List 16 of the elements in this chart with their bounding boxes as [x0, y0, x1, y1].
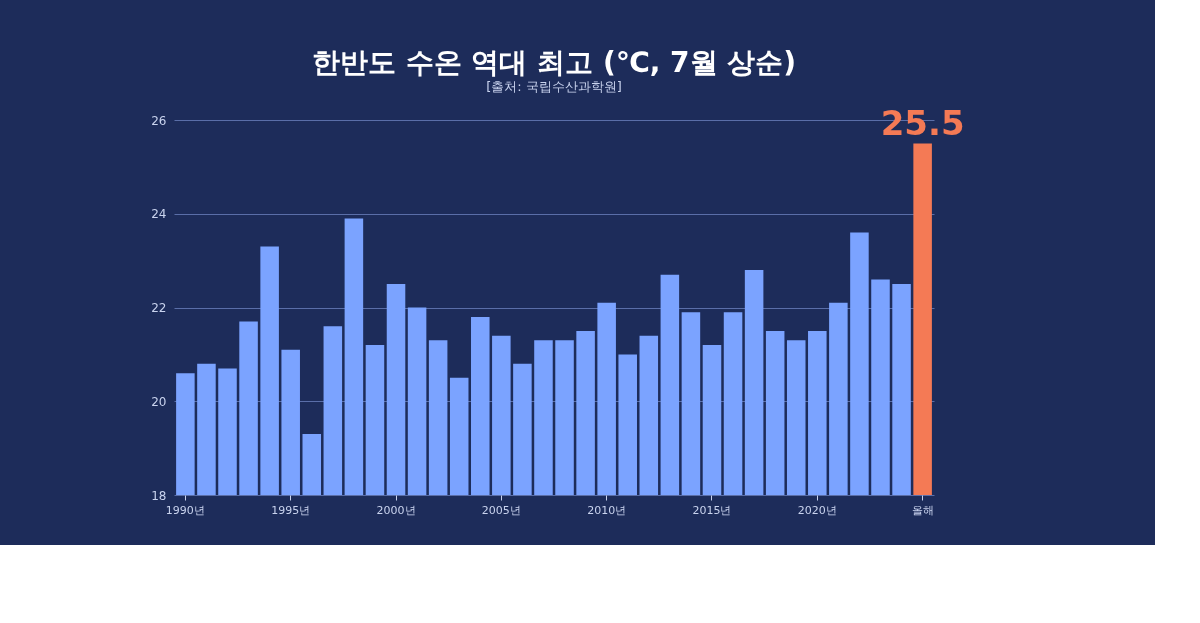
y-tick-label: 26: [151, 113, 167, 128]
x-tick-label: 2015년: [692, 503, 732, 517]
x-tick-label: 2010년: [587, 503, 627, 517]
x-tick-label: 1990년: [165, 503, 205, 517]
y-tick-label: 24: [151, 207, 167, 222]
x-tick-label: 올해: [911, 503, 934, 517]
y-tick-label: 18: [151, 488, 167, 503]
data-label: 25.5: [880, 103, 965, 144]
y-tick-label: 20: [151, 394, 167, 409]
x-tick-label: 1995년: [271, 503, 311, 517]
chart-subtitle: [출처: 국립수산과학원]: [486, 79, 622, 95]
x-tick-label: 2020년: [797, 503, 837, 517]
chart-title: 한반도 수온 역대 최고 (℃, 7월 상순): [311, 46, 797, 80]
x-tick-label: 2000년: [376, 503, 416, 517]
y-tick-label: 22: [151, 301, 167, 315]
x-tick-label: 2005년: [481, 503, 521, 517]
